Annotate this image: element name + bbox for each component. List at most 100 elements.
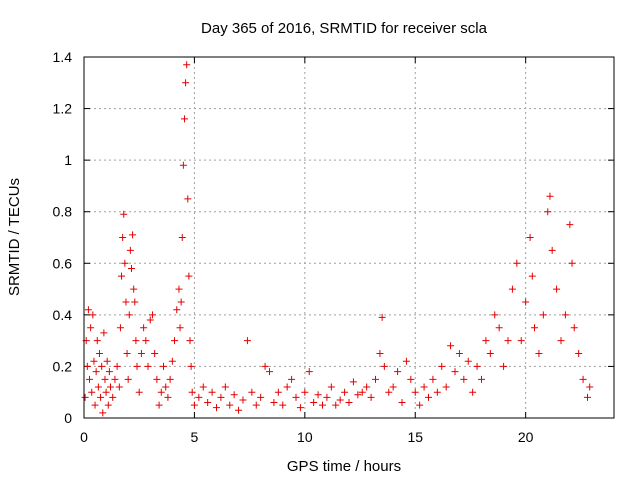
- data-point: [310, 399, 318, 407]
- data-point: [380, 362, 388, 370]
- data-point: [341, 388, 349, 396]
- data-point: [124, 375, 132, 383]
- data-point: [566, 221, 574, 229]
- data-point: [385, 388, 393, 396]
- data-point: [367, 393, 375, 401]
- x-tick-label: 0: [80, 429, 88, 445]
- data-point: [140, 324, 148, 332]
- data-point: [279, 401, 287, 409]
- y-tick-label: 0.2: [53, 358, 73, 374]
- data-point: [127, 264, 135, 272]
- data-point: [144, 362, 152, 370]
- x-tick-label: 5: [191, 429, 199, 445]
- data-point: [100, 329, 108, 337]
- data-point: [175, 285, 183, 293]
- data-point: [90, 357, 98, 365]
- data-point: [104, 401, 112, 409]
- data-point: [389, 383, 397, 391]
- data-point: [561, 311, 569, 319]
- data-point: [292, 393, 300, 401]
- data-point: [336, 396, 344, 404]
- data-point: [478, 375, 485, 383]
- data-point: [274, 388, 282, 396]
- data-point: [118, 272, 126, 280]
- data-point: [179, 161, 187, 169]
- data-point: [164, 393, 172, 401]
- data-point: [429, 375, 437, 383]
- data-point: [123, 350, 131, 358]
- data-point: [120, 210, 128, 218]
- data-point: [301, 388, 309, 396]
- data-point: [131, 298, 139, 306]
- data-point: [526, 234, 534, 241]
- x-tick-label: 15: [407, 429, 423, 445]
- data-point: [420, 383, 428, 391]
- y-tick-label: 0: [64, 410, 72, 426]
- data-point: [460, 375, 468, 383]
- y-tick-label: 1.2: [53, 101, 73, 117]
- data-point: [166, 375, 174, 383]
- data-point: [451, 368, 459, 376]
- data-point: [398, 399, 406, 407]
- x-tick-label: 20: [518, 429, 534, 445]
- data-point: [113, 362, 121, 370]
- data-point: [111, 375, 119, 383]
- data-point: [568, 259, 576, 267]
- data-point: [296, 404, 304, 412]
- y-axis-label: SRMTID / TECUs: [6, 178, 23, 296]
- data-point: [84, 306, 92, 314]
- data-point: [323, 393, 331, 401]
- data-point: [586, 383, 594, 391]
- data-point: [314, 391, 322, 399]
- data-point: [146, 316, 154, 324]
- data-point: [522, 298, 530, 306]
- data-point: [119, 234, 127, 241]
- data-point: [208, 388, 216, 396]
- data-point: [363, 383, 371, 391]
- data-point: [102, 388, 110, 396]
- data-point: [148, 311, 156, 319]
- plot-frame: [83, 56, 615, 419]
- data-point: [153, 375, 161, 383]
- data-point: [122, 298, 130, 306]
- data-point: [95, 350, 103, 358]
- data-point: [168, 357, 176, 365]
- data-point: [180, 115, 188, 123]
- data-point: [98, 362, 106, 370]
- data-point: [130, 285, 138, 293]
- data-point: [213, 404, 220, 412]
- data-point: [132, 337, 140, 345]
- data-point: [126, 246, 134, 254]
- data-point: [81, 393, 89, 401]
- data-point: [425, 393, 432, 401]
- data-point: [517, 337, 525, 345]
- y-tick-label: 1: [64, 152, 72, 168]
- data-point: [239, 396, 247, 404]
- data-point: [183, 61, 191, 69]
- data-point: [349, 378, 357, 386]
- data-point: [469, 388, 477, 396]
- data-point: [186, 337, 194, 345]
- data-point: [473, 362, 481, 370]
- data-point: [101, 375, 109, 383]
- data-point: [171, 337, 179, 345]
- data-point: [88, 388, 96, 396]
- grid: [84, 57, 614, 418]
- x-axis-label: GPS time / hours: [287, 458, 401, 475]
- data-point: [378, 313, 386, 321]
- data-point: [513, 259, 521, 267]
- tick-labels: 0 0.2 0.4 0.6 0.8 1 1.2 1.4 0 5 10 15 20: [53, 49, 534, 445]
- data-point: [528, 272, 536, 280]
- data-point: [345, 399, 353, 407]
- data-point: [261, 362, 269, 370]
- data-point: [177, 298, 185, 306]
- data-point: [288, 375, 296, 383]
- data-point: [252, 401, 260, 409]
- data-point: [137, 350, 145, 358]
- data-point: [162, 383, 170, 391]
- y-tick-label: 0.8: [53, 204, 73, 220]
- y-tick-label: 0.4: [53, 307, 73, 323]
- data-point: [107, 383, 114, 391]
- data-point: [548, 246, 556, 254]
- data-point: [575, 350, 583, 358]
